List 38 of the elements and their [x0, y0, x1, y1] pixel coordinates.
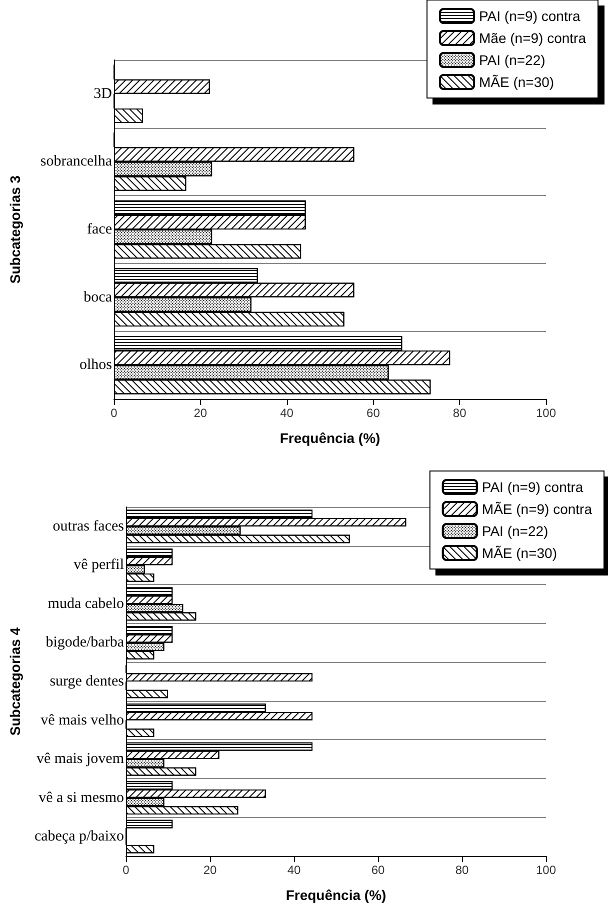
x-axis-title: Frequência (%) [286, 887, 386, 903]
x-tick-label: 40 [280, 406, 294, 420]
y-tick-label: cabeça p/baixo [34, 828, 124, 845]
x-tick-label: 20 [194, 406, 208, 420]
y-tick-label: vê mais jovem [36, 751, 124, 768]
legend-label: PAI (n=9) contra [479, 8, 581, 24]
y-tick-label: vê a si mesmo [38, 790, 124, 806]
legend-label: PAI (n=22) [479, 52, 546, 68]
x-tick-label: 100 [536, 863, 556, 877]
x-tick-label: 100 [536, 406, 556, 420]
x-tick-label: 60 [371, 863, 385, 877]
x-tick-label: 0 [122, 863, 130, 877]
x-tick-label: 80 [455, 863, 469, 877]
y-tick-label: surge dentes [50, 674, 124, 690]
legend-label: Mãe (n=9) contra [479, 30, 586, 46]
legend-label: MÃE (n=30) [479, 74, 554, 90]
y-tick-label: sobrancelha [40, 154, 112, 170]
y-tick-label: bigode/barba [46, 634, 124, 651]
y-tick-label: vê perfil [74, 557, 124, 574]
y-tick-label: muda cabelo [48, 596, 124, 612]
y-tick-label: boca [84, 289, 112, 306]
y-tick-label: olhos [79, 357, 112, 374]
y-tick-label: face [87, 222, 112, 238]
y-tick-label: 3D [94, 86, 112, 102]
y-tick-label: outras faces [52, 518, 124, 534]
legend-label: PAI (n=22) [482, 523, 548, 539]
legend-label: PAI (n=9) contra [482, 479, 584, 495]
x-tick-label: 60 [366, 406, 380, 420]
legend-label: MÃE (n=9) contra [482, 501, 592, 517]
x-axis-title: Frequência (%) [280, 430, 380, 446]
y-tick-label: vê mais velho [40, 712, 124, 728]
x-tick-label: 80 [452, 406, 467, 420]
x-tick-label: 40 [287, 863, 301, 877]
y-axis-title: Subcategorias 4 [7, 627, 23, 736]
legend-label: MÃE (n=30) [482, 545, 557, 561]
y-axis-title: Subcategorias 3 [7, 175, 23, 284]
x-tick-label: 0 [110, 406, 118, 420]
x-tick-label: 20 [203, 863, 217, 877]
